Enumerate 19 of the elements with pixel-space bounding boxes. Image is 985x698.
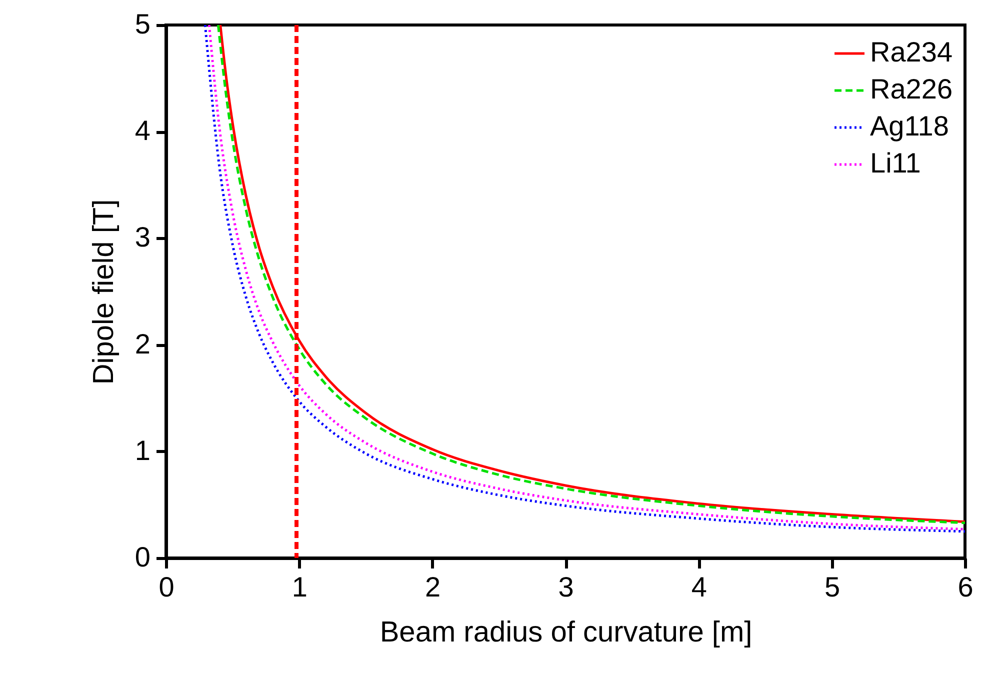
- x-axis-title: Beam radius of curvature [m]: [380, 616, 752, 648]
- x-tick-label: 1: [292, 572, 308, 602]
- x-tick-label: 6: [958, 572, 974, 602]
- y-axis-title: Dipole field [T]: [88, 199, 120, 385]
- x-tick-label: 5: [824, 572, 840, 602]
- x-tick-label: 3: [558, 572, 574, 602]
- x-tick-label: 2: [425, 572, 441, 602]
- y-tick-label: 5: [134, 8, 150, 40]
- y-tick-label: 1: [134, 434, 150, 466]
- legend-label: Ra226: [870, 74, 953, 104]
- y-tick-label: 4: [134, 115, 150, 146]
- y-tick-label: 0: [134, 542, 150, 572]
- y-tick-label: 3: [134, 222, 150, 253]
- x-tick-label: 4: [691, 572, 707, 602]
- y-tick-label: 2: [134, 328, 150, 360]
- legend-label: Ra234: [870, 36, 953, 68]
- x-tick-label: 0: [158, 572, 174, 602]
- legend-label: Li11: [870, 148, 921, 178]
- legend-label: Ag118: [870, 110, 949, 142]
